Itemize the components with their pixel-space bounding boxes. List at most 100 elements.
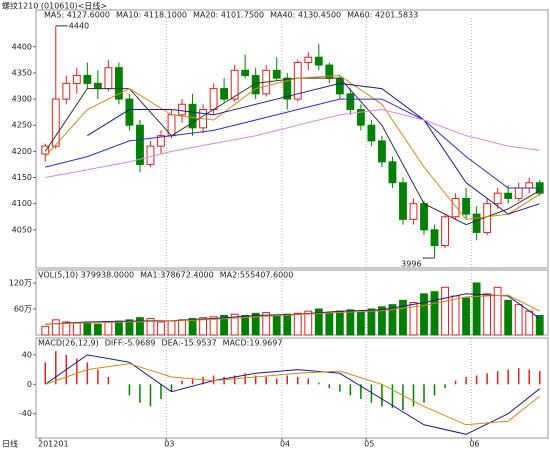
legend-entry: DEA:-15.9537 [161,339,216,348]
candle-body [409,203,418,220]
volume-bar [388,304,397,336]
candle-body [209,88,218,111]
volume-bar [399,299,407,336]
indicator-line [45,98,540,189]
period-label: 日线 [2,439,18,449]
candle-body [51,98,60,147]
indicator-line [45,363,541,426]
volume-bar [199,317,207,336]
indicator-line [44,74,540,220]
volume-bar [293,312,302,336]
x-tick-label: 06 [469,440,479,449]
candle-body [346,93,355,111]
candle-body [188,103,197,129]
candle-body [399,182,407,220]
panel-frame [35,9,549,269]
volume-bar [325,312,334,336]
candle-body [314,56,323,66]
high-annotation: 4440 [69,21,89,30]
x-tick-label: 04 [280,440,290,449]
volume-bar [93,323,102,336]
candle-body [493,192,502,205]
y-tick-label: 4100 [12,199,32,208]
volume-bar [230,313,239,336]
candle-body [451,197,460,218]
candle-body [62,82,71,100]
y-tick-label: 120万 [9,279,32,288]
legend-entry: MA60: 4201.5833 [347,11,418,20]
y-tick-label: 4350 [12,68,32,77]
volume-bar [157,321,165,336]
volume-bar [462,297,471,336]
panel-title: VOL(5,10) 379938.0000 [38,271,134,280]
legend-entry: MACD:19.9697 [223,339,283,348]
candle-body [272,69,281,79]
legend-entry: DIFF:-5.9689 [105,339,156,348]
candle-body [125,98,134,126]
legend-entry: MA5: 4127.6000 [44,11,110,20]
legend-entry: MA10: 4118.1000 [116,11,187,20]
candle-body [514,187,523,199]
volume-bar [72,322,81,336]
y-tick-label: 4300 [12,95,32,104]
volume-bar [262,311,271,336]
candle-body [420,203,428,231]
chart-title: 螺纹1210 (010610)<日线> [2,1,107,11]
volume-bar [472,282,481,336]
volume-bar [62,321,71,336]
y-tick-label: 4200 [12,147,32,156]
candle-body [504,192,513,199]
y-tick-label: 4150 [12,173,32,182]
panel-frame [35,337,549,439]
candle-body [367,124,376,142]
candle-body [230,69,239,100]
candle-body [72,75,81,84]
indicator-line [45,294,540,325]
volume-bar [136,317,144,336]
volume-bar [114,320,123,336]
y-tick-label: 4050 [12,225,32,234]
indicator-line [45,108,540,178]
volume-bar [51,319,60,336]
candle-body [378,140,386,163]
volume-bar [514,304,523,336]
x-tick-label: 05 [364,440,374,449]
low-annotation: 3996 [401,260,421,269]
y-tick-label: 60万 [14,305,32,314]
volume-bar [451,295,460,336]
volume-bar [220,315,229,336]
volume-bar [104,321,113,336]
volume-bar [146,318,155,336]
candle-body [83,75,92,84]
candle-body [220,88,229,100]
candle-body [241,69,250,77]
volume-bar [178,319,186,336]
volume-bar [367,308,376,336]
candle-body [283,77,292,100]
volume-bar [125,319,134,336]
y-tick-label: -40 [19,409,32,418]
volume-bar [441,286,449,336]
volume-bar [504,299,513,336]
y-tick-label: 4400 [12,42,32,51]
volume-bar [272,315,281,336]
indicator-line [87,82,540,215]
volume-bar [346,309,355,336]
candle-body [178,103,186,116]
volume-bar [420,293,428,336]
panel-frame [35,269,549,336]
volume-bar [535,315,544,336]
volume-bar [304,310,313,336]
volume-bar [167,320,176,336]
volume-bar [251,312,260,336]
volume-bar [283,313,292,336]
volume-bar [314,308,323,336]
candle-body [430,229,439,247]
indicator-line [45,354,541,435]
y-tick-label: 4250 [12,121,32,130]
candle-body [441,216,449,247]
volume-bar [525,310,534,336]
volume-bar [430,291,439,336]
